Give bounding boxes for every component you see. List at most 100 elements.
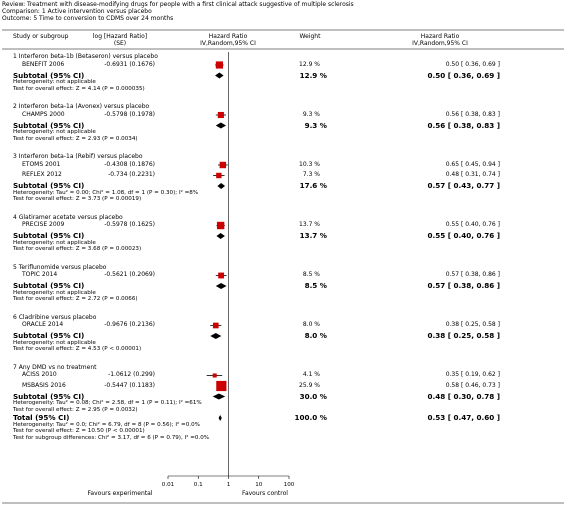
study-loghr: -0.9676 (0.2136) [104, 321, 155, 328]
subgroup-title: 2 Interferon beta-1a (Avonex) versus pla… [13, 103, 150, 110]
subtotal-hr-ci: 0.50 [ 0.36, 0.69 ] [427, 70, 500, 80]
study-name: ACISS 2010 [22, 371, 57, 378]
study-marker [212, 373, 217, 378]
subgroup-note: Heterogeneity: not applicable [13, 239, 96, 246]
subtotal-diamond [217, 183, 226, 189]
col-plot-subheader: IV,Random,95% CI [200, 40, 256, 47]
study-loghr: -0.5798 (0.1978) [104, 110, 155, 118]
x-axis-tick-label: 1 [226, 482, 231, 488]
study-loghr: -0.734 (0.2231) [108, 171, 155, 178]
study-hr-ci: 0.48 [ 0.31, 0.74 ] [445, 171, 500, 178]
study-marker [216, 380, 227, 392]
subtotal-weight: 8.0 % [304, 331, 327, 340]
subgroup-note: Test for overall effect: Z = 3.73 (P = 0… [13, 196, 142, 202]
subgroup-note: Test for overall effect: Z = 4.14 (P = 0… [13, 85, 145, 92]
total-weight: 100.0 % [294, 413, 327, 422]
study-marker [215, 61, 223, 69]
study-name: ETOMS 2001 [22, 160, 61, 168]
subtotal-diamond [210, 333, 222, 339]
study-name: CHAMPS 2000 [22, 110, 65, 118]
x-axis-tick-label: 100 [283, 482, 295, 488]
total-note: Heterogeneity: Tau² = 0.0; Chi² = 6.79, … [13, 421, 200, 428]
subgroup-note: Heterogeneity: Tau² = 0.00; Chi² = 1.08,… [13, 189, 199, 196]
subtotal-label: Subtotal (95% CI) [13, 181, 85, 190]
study-weight: 4.1 % [302, 371, 320, 378]
subgroup-title: 6 Cladribine versus placebo [13, 313, 97, 321]
subgroup-title: 1 Interferon beta-1b (Betaseron) versus … [13, 53, 158, 60]
subtotal-label: Subtotal (95% CI) [13, 331, 85, 340]
subgroup-note: Test for overall effect: Z = 2.72 (P = 0… [13, 296, 138, 302]
subtotal-hr-ci: 0.56 [ 0.38, 0.83 ] [427, 120, 500, 130]
col-loghr-se-header: (SE) [113, 40, 127, 47]
study-name: BENEFIT 2006 [22, 60, 65, 68]
favours-control-label: Favours control [242, 490, 288, 497]
subtotal-weight: 17.6 % [299, 181, 327, 190]
subgroup-note: Test for overall effect: Z = 3.68 (P = 0… [13, 246, 142, 252]
study-weight: 12.9 % [299, 60, 320, 68]
x-axis-tick-label: 0.1 [193, 482, 203, 488]
subgroup-note: Heterogeneity: not applicable [13, 289, 96, 296]
subtotal-weight: 12.9 % [299, 70, 327, 80]
study-name: REFLEX 2012 [22, 171, 62, 178]
subgroup-title: 5 Teriflunomide versus placebo [13, 263, 107, 271]
subgroup-note: Heterogeneity: not applicable [13, 79, 96, 85]
study-loghr: -0.4308 (0.1876) [104, 160, 155, 168]
study-hr-ci: 0.38 [ 0.25, 0.58 ] [445, 321, 500, 328]
comparison-line: Comparison: 1 Active intervention versus… [2, 8, 152, 15]
col-loghr-header: log [Hazard Ratio] [92, 33, 148, 40]
subtotal-diamond [215, 283, 227, 289]
study-loghr: -0.5621 (0.2069) [104, 271, 155, 278]
subtotal-label: Subtotal (95% CI) [13, 120, 85, 130]
subtotal-weight: 13.7 % [299, 231, 327, 240]
total-note: Test for subgroup differences: Chi² = 3.… [13, 434, 210, 441]
subtotal-weight: 8.5 % [304, 281, 327, 290]
study-hr-ci: 0.55 [ 0.40, 0.76 ] [445, 221, 500, 228]
study-weight: 13.7 % [299, 221, 320, 228]
review-line: Review: Treatment with disease-modifying… [2, 1, 354, 8]
col-plot-header: Hazard Ratio [208, 33, 248, 40]
subtotal-diamond [215, 122, 227, 129]
study-name: MSBASIS 2016 [22, 381, 66, 389]
study-name: TOPIC 2014 [22, 271, 58, 278]
study-hr-ci: 0.65 [ 0.45, 0.94 ] [445, 160, 500, 168]
study-weight: 10.3 % [299, 160, 320, 168]
study-loghr: -0.6931 (0.1676) [104, 60, 155, 68]
x-axis-tick-label: 10 [255, 482, 263, 488]
study-marker [212, 322, 219, 329]
subtotal-weight: 30.0 % [299, 391, 327, 401]
study-name: PRECISE 2009 [22, 221, 65, 228]
subtotal-label: Subtotal (95% CI) [13, 281, 85, 290]
study-loghr: -0.5978 (0.1625) [104, 221, 155, 228]
subgroup-note: Heterogeneity: not applicable [13, 129, 96, 135]
subtotal-diamond [216, 233, 225, 239]
subtotal-diamond [212, 393, 226, 400]
subtotal-diamond [215, 72, 224, 79]
subtotal-label: Subtotal (95% CI) [13, 231, 85, 240]
study-marker [219, 161, 227, 169]
study-weight: 25.9 % [299, 381, 320, 389]
subtotal-hr-ci: 0.48 [ 0.30, 0.78 ] [427, 391, 500, 401]
subtotal-hr-ci: 0.57 [ 0.38, 0.86 ] [427, 281, 500, 290]
study-marker [216, 172, 222, 179]
study-loghr: -0.5447 (0.1183) [104, 381, 155, 389]
subtotal-weight: 9.3 % [304, 120, 327, 130]
subgroup-title: 4 Glatiramer acetate versus placebo [13, 213, 123, 221]
study-marker [218, 272, 225, 279]
study-marker [216, 221, 225, 230]
subgroup-note: Heterogeneity: not applicable [13, 339, 96, 346]
subtotal-label: Subtotal (95% CI) [13, 391, 85, 401]
total-diamond [218, 415, 222, 421]
subtotal-hr-ci: 0.55 [ 0.40, 0.76 ] [427, 231, 500, 240]
total-label: Total (95% CI) [13, 413, 70, 422]
study-name: ORACLE 2014 [22, 321, 64, 328]
study-weight: 7.3 % [302, 171, 320, 178]
col-hr-header: Hazard Ratio [420, 33, 460, 40]
total-note: Test for overall effect: Z = 10.50 (P < … [13, 428, 145, 434]
subtotal-label: Subtotal (95% CI) [13, 70, 85, 80]
subgroup-note: Heterogeneity: Tau² = 0.08; Chi² = 2.58,… [13, 400, 202, 406]
subgroup-note: Test for overall effect: Z = 4.53 (P < 0… [13, 346, 142, 352]
favours-experimental-label: Favours experimental [87, 490, 153, 497]
subgroup-title: 7 Any DMD vs no treatment [13, 363, 97, 371]
study-weight: 9.3 % [302, 110, 320, 118]
